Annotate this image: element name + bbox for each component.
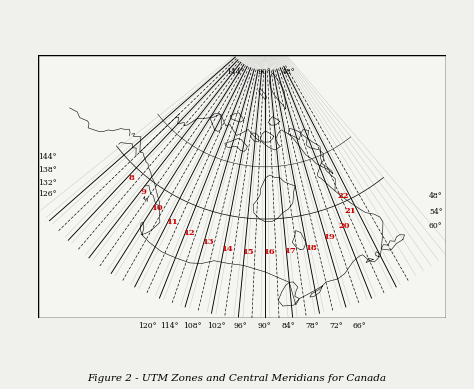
Text: 108°: 108° [183, 322, 202, 330]
Text: 126°: 126° [38, 190, 57, 198]
Text: 96°: 96° [233, 322, 247, 330]
Text: 144°: 144° [226, 68, 245, 76]
Text: 120°: 120° [138, 322, 157, 330]
Text: 48°: 48° [429, 192, 443, 200]
Text: 54°: 54° [429, 208, 443, 216]
Text: 12: 12 [183, 229, 195, 237]
Text: 78°: 78° [306, 322, 319, 330]
Text: 102°: 102° [207, 322, 226, 330]
Text: 14: 14 [221, 245, 233, 253]
Text: 114°: 114° [161, 322, 179, 330]
Text: 15: 15 [242, 248, 254, 256]
Text: 13: 13 [202, 238, 213, 246]
Text: 17: 17 [284, 247, 296, 255]
Text: 66°: 66° [352, 322, 366, 330]
Text: 90°: 90° [257, 322, 271, 330]
Text: 138°: 138° [38, 166, 57, 174]
Text: 48°: 48° [282, 68, 295, 76]
Text: 19: 19 [323, 233, 335, 241]
Text: 60°: 60° [429, 222, 443, 230]
Text: Figure 2 - UTM Zones and Central Meridians for Canada: Figure 2 - UTM Zones and Central Meridia… [88, 374, 386, 383]
Text: 22: 22 [337, 192, 349, 200]
Text: 10: 10 [151, 204, 163, 212]
Text: 72°: 72° [329, 322, 343, 330]
Text: 20: 20 [339, 222, 350, 230]
Text: 18: 18 [305, 244, 316, 252]
Text: 144°: 144° [38, 152, 57, 161]
Text: 8: 8 [128, 174, 134, 182]
Text: 9: 9 [141, 188, 147, 196]
Text: 84°: 84° [282, 322, 295, 330]
Text: 16: 16 [263, 248, 275, 256]
Text: 90°: 90° [257, 68, 271, 76]
Text: 11: 11 [165, 218, 177, 226]
Text: 21: 21 [345, 207, 356, 215]
Text: 132°: 132° [38, 179, 57, 187]
